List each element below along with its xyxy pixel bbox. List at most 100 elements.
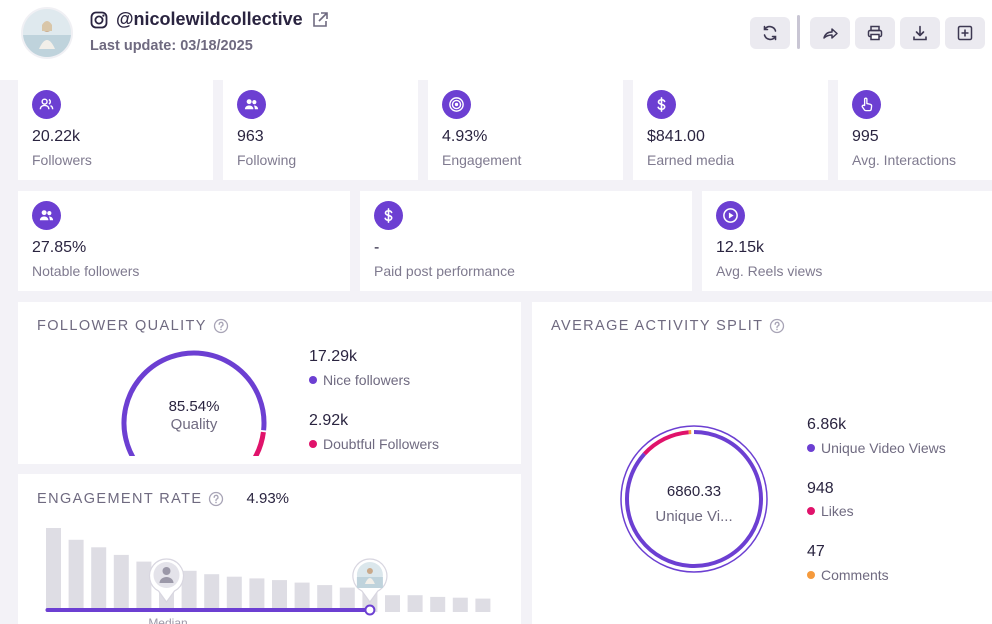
- stat-value: 20.22k: [32, 128, 81, 145]
- nice-followers-legend: Nice followers: [309, 372, 410, 388]
- help-icon[interactable]: [769, 318, 785, 334]
- donut-views-arc: [625, 430, 763, 568]
- stat-value: 12.15k: [716, 239, 765, 256]
- engagement-bar: [385, 595, 400, 612]
- donut-center-value: 6860.33: [666, 483, 722, 500]
- median-pin: [148, 558, 185, 604]
- engagement-rate-chart: [45, 528, 491, 616]
- likes-value: 948: [807, 480, 834, 497]
- profile-header: @nicolewildcollective Last update: 03/18…: [0, 0, 992, 80]
- hand-pointer-icon: [852, 90, 881, 119]
- share-button[interactable]: [810, 17, 850, 49]
- doubtful-followers-legend: Doubtful Followers: [309, 436, 439, 452]
- legend-label-text: Comments: [821, 567, 889, 583]
- legend-label-text: Likes: [821, 503, 854, 519]
- activity-donut: [620, 425, 768, 573]
- stat-card-notable-followers[interactable]: 27.85% Notable followers: [18, 191, 350, 291]
- stat-label: Paid post performance: [374, 263, 515, 279]
- legend-dot: [309, 376, 317, 384]
- donut-outer-ring: [620, 425, 768, 573]
- legend-label-text: Unique Video Views: [821, 440, 946, 456]
- print-icon: [867, 25, 883, 41]
- section-title-text: AVERAGE ACTIVITY SPLIT: [551, 318, 764, 334]
- stat-label: Following: [237, 152, 297, 168]
- stat-card-avg-reels-views[interactable]: 12.15k Avg. Reels views: [702, 191, 992, 291]
- print-button[interactable]: [855, 17, 895, 49]
- section-title-text: ENGAGEMENT RATE: [37, 490, 203, 507]
- engagement-bar: [430, 596, 446, 612]
- stat-card-followers[interactable]: 20.22k Followers: [18, 80, 213, 180]
- stat-value: 4.93%: [442, 128, 488, 145]
- dollar-icon: [374, 201, 403, 230]
- followers-icon: [32, 90, 61, 119]
- following-icon: [237, 90, 266, 119]
- follower-quality-card: FOLLOWER QUALITY 85.54% Quality 17.29k N…: [18, 302, 521, 464]
- engagement-bar: [46, 528, 61, 612]
- legend-label-text: Nice followers: [323, 372, 411, 388]
- profile-avatar[interactable]: [23, 9, 71, 57]
- stat-label: Avg. Reels views: [716, 263, 823, 279]
- engagement-range-handle[interactable]: [364, 604, 376, 616]
- stat-label: Notable followers: [32, 263, 140, 279]
- gauge-doubtful-arc: [252, 431, 266, 456]
- section-title-text: FOLLOWER QUALITY: [37, 318, 207, 334]
- comments-legend: Comments: [807, 567, 889, 583]
- legend-dot: [807, 444, 815, 452]
- engagement-bar: [91, 547, 107, 612]
- help-icon[interactable]: [208, 491, 224, 507]
- external-link-icon[interactable]: [311, 11, 329, 29]
- stat-label: Followers: [32, 152, 92, 168]
- donut-likes-arc: [642, 430, 689, 456]
- engagement-bar: [113, 554, 129, 612]
- play-icon: [716, 201, 745, 230]
- notable-followers-icon: [32, 201, 61, 230]
- share-icon: [823, 28, 838, 39]
- stat-value: 27.85%: [32, 239, 87, 256]
- stat-label: Earned media: [647, 152, 735, 168]
- stat-label: Avg. Interactions: [852, 152, 957, 168]
- add-button[interactable]: [945, 17, 985, 49]
- stat-value: $841.00: [647, 128, 705, 145]
- profile-pin: [352, 558, 388, 604]
- doubtful-followers-value: 2.92k: [309, 412, 349, 429]
- engagement-bar: [407, 595, 423, 612]
- stat-card-paid-post-performance[interactable]: - Paid post performance: [360, 191, 692, 291]
- activity-split-card: AVERAGE ACTIVITY SPLIT 6860.33 Unique Vi…: [532, 302, 992, 624]
- last-update: Last update: 03/18/2025: [90, 38, 253, 54]
- donut-center-label: Unique Vi...: [655, 508, 733, 525]
- refresh-button[interactable]: [750, 17, 790, 49]
- follower-quality-title: FOLLOWER QUALITY: [37, 318, 229, 334]
- engagement-bar: [68, 539, 84, 612]
- likes-legend: Likes: [807, 503, 854, 519]
- instagram-icon: [90, 11, 108, 29]
- stat-card-engagement[interactable]: 4.93% Engagement: [428, 80, 623, 180]
- handle-row: @nicolewildcollective: [90, 9, 329, 30]
- engagement-bar: [226, 576, 242, 612]
- quality-center-value: 85.54%: [168, 398, 220, 415]
- engagement-bar: [249, 578, 265, 612]
- unique-video-views-legend: Unique Video Views: [807, 440, 946, 456]
- download-button[interactable]: [900, 17, 940, 49]
- help-icon[interactable]: [213, 318, 229, 334]
- toolbar-divider: [797, 15, 800, 49]
- engagement-bar: [317, 585, 333, 612]
- engagement-bar: [136, 561, 152, 612]
- stat-value: 995: [852, 128, 879, 145]
- quality-center-label: Quality: [170, 416, 218, 433]
- plus-square-icon: [957, 25, 973, 41]
- quality-gauge: [121, 350, 267, 456]
- legend-dot: [807, 571, 815, 579]
- engagement-bar: [339, 587, 355, 612]
- stat-card-avg-interactions[interactable]: 995 Avg. Interactions: [838, 80, 992, 180]
- dollar-icon: [647, 90, 676, 119]
- activity-split-title: AVERAGE ACTIVITY SPLIT: [551, 318, 785, 334]
- download-icon: [913, 25, 927, 41]
- stat-card-earned-media[interactable]: $841.00 Earned media: [633, 80, 828, 180]
- gauge-nice-arc: [121, 350, 267, 456]
- engagement-bar: [294, 582, 310, 612]
- target-icon: [442, 90, 471, 119]
- stat-card-following[interactable]: 963 Following: [223, 80, 418, 180]
- profile-handle[interactable]: @nicolewildcollective: [116, 9, 303, 29]
- legend-label-text: Doubtful Followers: [323, 436, 439, 452]
- nice-followers-value: 17.29k: [309, 348, 358, 365]
